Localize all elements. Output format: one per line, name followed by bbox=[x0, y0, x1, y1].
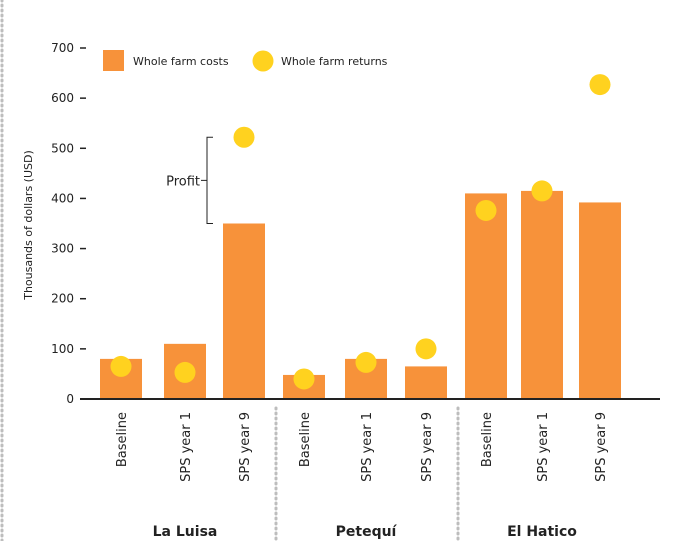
returns-point bbox=[589, 74, 611, 96]
returns-point bbox=[475, 199, 497, 221]
group-label: Petequí bbox=[336, 524, 398, 540]
category-label: SPS year 1 bbox=[536, 412, 551, 482]
y-tick-label: 500 bbox=[51, 141, 74, 155]
y-ticks: 0 100 200 300 400 500 600 700 bbox=[51, 41, 86, 406]
returns-point bbox=[531, 180, 553, 202]
y-tick-label: 300 bbox=[51, 242, 74, 256]
category-label: SPS year 1 bbox=[360, 412, 375, 482]
cost-bar bbox=[405, 366, 447, 399]
profit-annotation: Profit bbox=[166, 136, 213, 224]
y-tick-label: 200 bbox=[51, 292, 74, 306]
group-label: La Luisa bbox=[153, 524, 218, 540]
category-label: SPS year 1 bbox=[179, 412, 194, 482]
group-label: El Hatico bbox=[507, 524, 577, 540]
y-tick-label: 0 bbox=[66, 392, 74, 406]
category-label: Baseline bbox=[480, 412, 495, 467]
cost-bar bbox=[223, 223, 265, 399]
y-tick-label: 100 bbox=[51, 342, 74, 356]
legend-returns-label: Whole farm returns bbox=[281, 55, 388, 68]
returns-point bbox=[415, 338, 437, 360]
returns-point bbox=[233, 126, 255, 148]
profit-bracket bbox=[206, 136, 213, 224]
category-label: SPS year 9 bbox=[594, 412, 609, 482]
y-tick-label: 600 bbox=[51, 91, 74, 105]
category-label: SPS year 9 bbox=[420, 412, 435, 482]
category-label: Baseline bbox=[115, 412, 130, 467]
bars bbox=[100, 190, 621, 399]
cost-bar bbox=[579, 202, 621, 399]
profit-label: Profit bbox=[166, 174, 200, 189]
y-tick-label: 700 bbox=[51, 41, 74, 55]
cost-bar bbox=[521, 190, 563, 399]
returns-point bbox=[355, 351, 377, 373]
y-tick-label: 400 bbox=[51, 191, 74, 205]
returns-point bbox=[110, 355, 132, 377]
y-axis-label: Thousands of dollars (USD) bbox=[22, 150, 35, 301]
legend: Whole farm costs Whole farm returns bbox=[103, 50, 388, 72]
legend-costs-swatch bbox=[103, 50, 124, 71]
returns-point bbox=[293, 368, 315, 390]
points bbox=[110, 74, 611, 390]
category-label: Baseline bbox=[298, 412, 313, 467]
returns-point bbox=[174, 361, 196, 383]
category-labels: Baseline SPS year 1 SPS year 9 Baseline SPS … bbox=[115, 412, 609, 482]
legend-returns-swatch bbox=[252, 50, 274, 72]
category-label: SPS year 9 bbox=[238, 412, 253, 482]
legend-costs-label: Whole farm costs bbox=[133, 55, 229, 68]
group-labels: La Luisa Petequí El Hatico bbox=[153, 524, 578, 540]
cost-bar bbox=[465, 193, 507, 399]
